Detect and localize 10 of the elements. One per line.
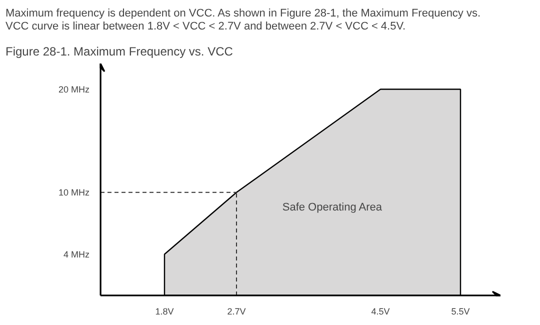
- y-tick-label: 20 MHz: [58, 84, 90, 94]
- annotation: Safe Operating Area: [282, 201, 383, 214]
- chart-title: Figure 28-1. Maximum Frequency vs. VCC: [6, 44, 234, 58]
- x-tick-label: 4.5V: [371, 306, 390, 316]
- y-tick-label: 4 MHz: [64, 249, 90, 260]
- y-tick-label: 10 MHz: [58, 187, 90, 198]
- chart-subtitle: Maximum frequency is dependent on VCC. As shown in Figure 28-1, the Maximum Frequency vs. VCC curve is linear between 1.8V < VCC < 2.7V and between 2.7V < VCC < 4.5V.: [6, 7, 481, 32]
- x-tick-label: 1.8V: [155, 306, 174, 316]
- x-tick-label: 2.7V: [227, 306, 246, 316]
- x-tick-label: 5.5V: [451, 306, 470, 316]
